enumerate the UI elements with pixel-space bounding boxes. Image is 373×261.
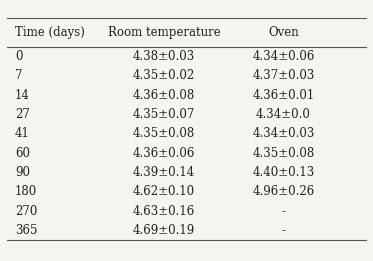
Text: 4.38±0.03: 4.38±0.03 bbox=[133, 50, 195, 63]
Text: 41: 41 bbox=[15, 127, 30, 140]
Text: 90: 90 bbox=[15, 166, 30, 179]
Text: 4.63±0.16: 4.63±0.16 bbox=[133, 205, 195, 218]
Text: 4.34±0.03: 4.34±0.03 bbox=[252, 127, 315, 140]
Text: 4.40±0.13: 4.40±0.13 bbox=[253, 166, 314, 179]
Text: 4.35±0.07: 4.35±0.07 bbox=[133, 108, 195, 121]
Text: 4.36±0.08: 4.36±0.08 bbox=[133, 89, 195, 102]
Text: -: - bbox=[282, 205, 285, 218]
Text: Oven: Oven bbox=[268, 26, 299, 39]
Text: 4.39±0.14: 4.39±0.14 bbox=[133, 166, 195, 179]
Text: 7: 7 bbox=[15, 69, 22, 82]
Text: -: - bbox=[282, 224, 285, 237]
Text: 4.35±0.08: 4.35±0.08 bbox=[253, 147, 314, 160]
Text: 4.36±0.06: 4.36±0.06 bbox=[133, 147, 195, 160]
Text: 60: 60 bbox=[15, 147, 30, 160]
Text: 4.34±0.06: 4.34±0.06 bbox=[252, 50, 315, 63]
Text: 0: 0 bbox=[15, 50, 22, 63]
Text: 4.34±0.0: 4.34±0.0 bbox=[256, 108, 311, 121]
Text: 4.35±0.08: 4.35±0.08 bbox=[133, 127, 195, 140]
Text: 180: 180 bbox=[15, 185, 37, 198]
Text: 4.96±0.26: 4.96±0.26 bbox=[253, 185, 314, 198]
Text: 4.35±0.02: 4.35±0.02 bbox=[133, 69, 195, 82]
Text: 14: 14 bbox=[15, 89, 30, 102]
Text: 27: 27 bbox=[15, 108, 30, 121]
Text: 270: 270 bbox=[15, 205, 37, 218]
Text: 4.69±0.19: 4.69±0.19 bbox=[133, 224, 195, 237]
Text: 4.37±0.03: 4.37±0.03 bbox=[252, 69, 315, 82]
Text: 365: 365 bbox=[15, 224, 37, 237]
Text: 4.62±0.10: 4.62±0.10 bbox=[133, 185, 195, 198]
Text: Time (days): Time (days) bbox=[15, 26, 85, 39]
Text: 4.36±0.01: 4.36±0.01 bbox=[253, 89, 314, 102]
Text: Room temperature: Room temperature bbox=[108, 26, 220, 39]
